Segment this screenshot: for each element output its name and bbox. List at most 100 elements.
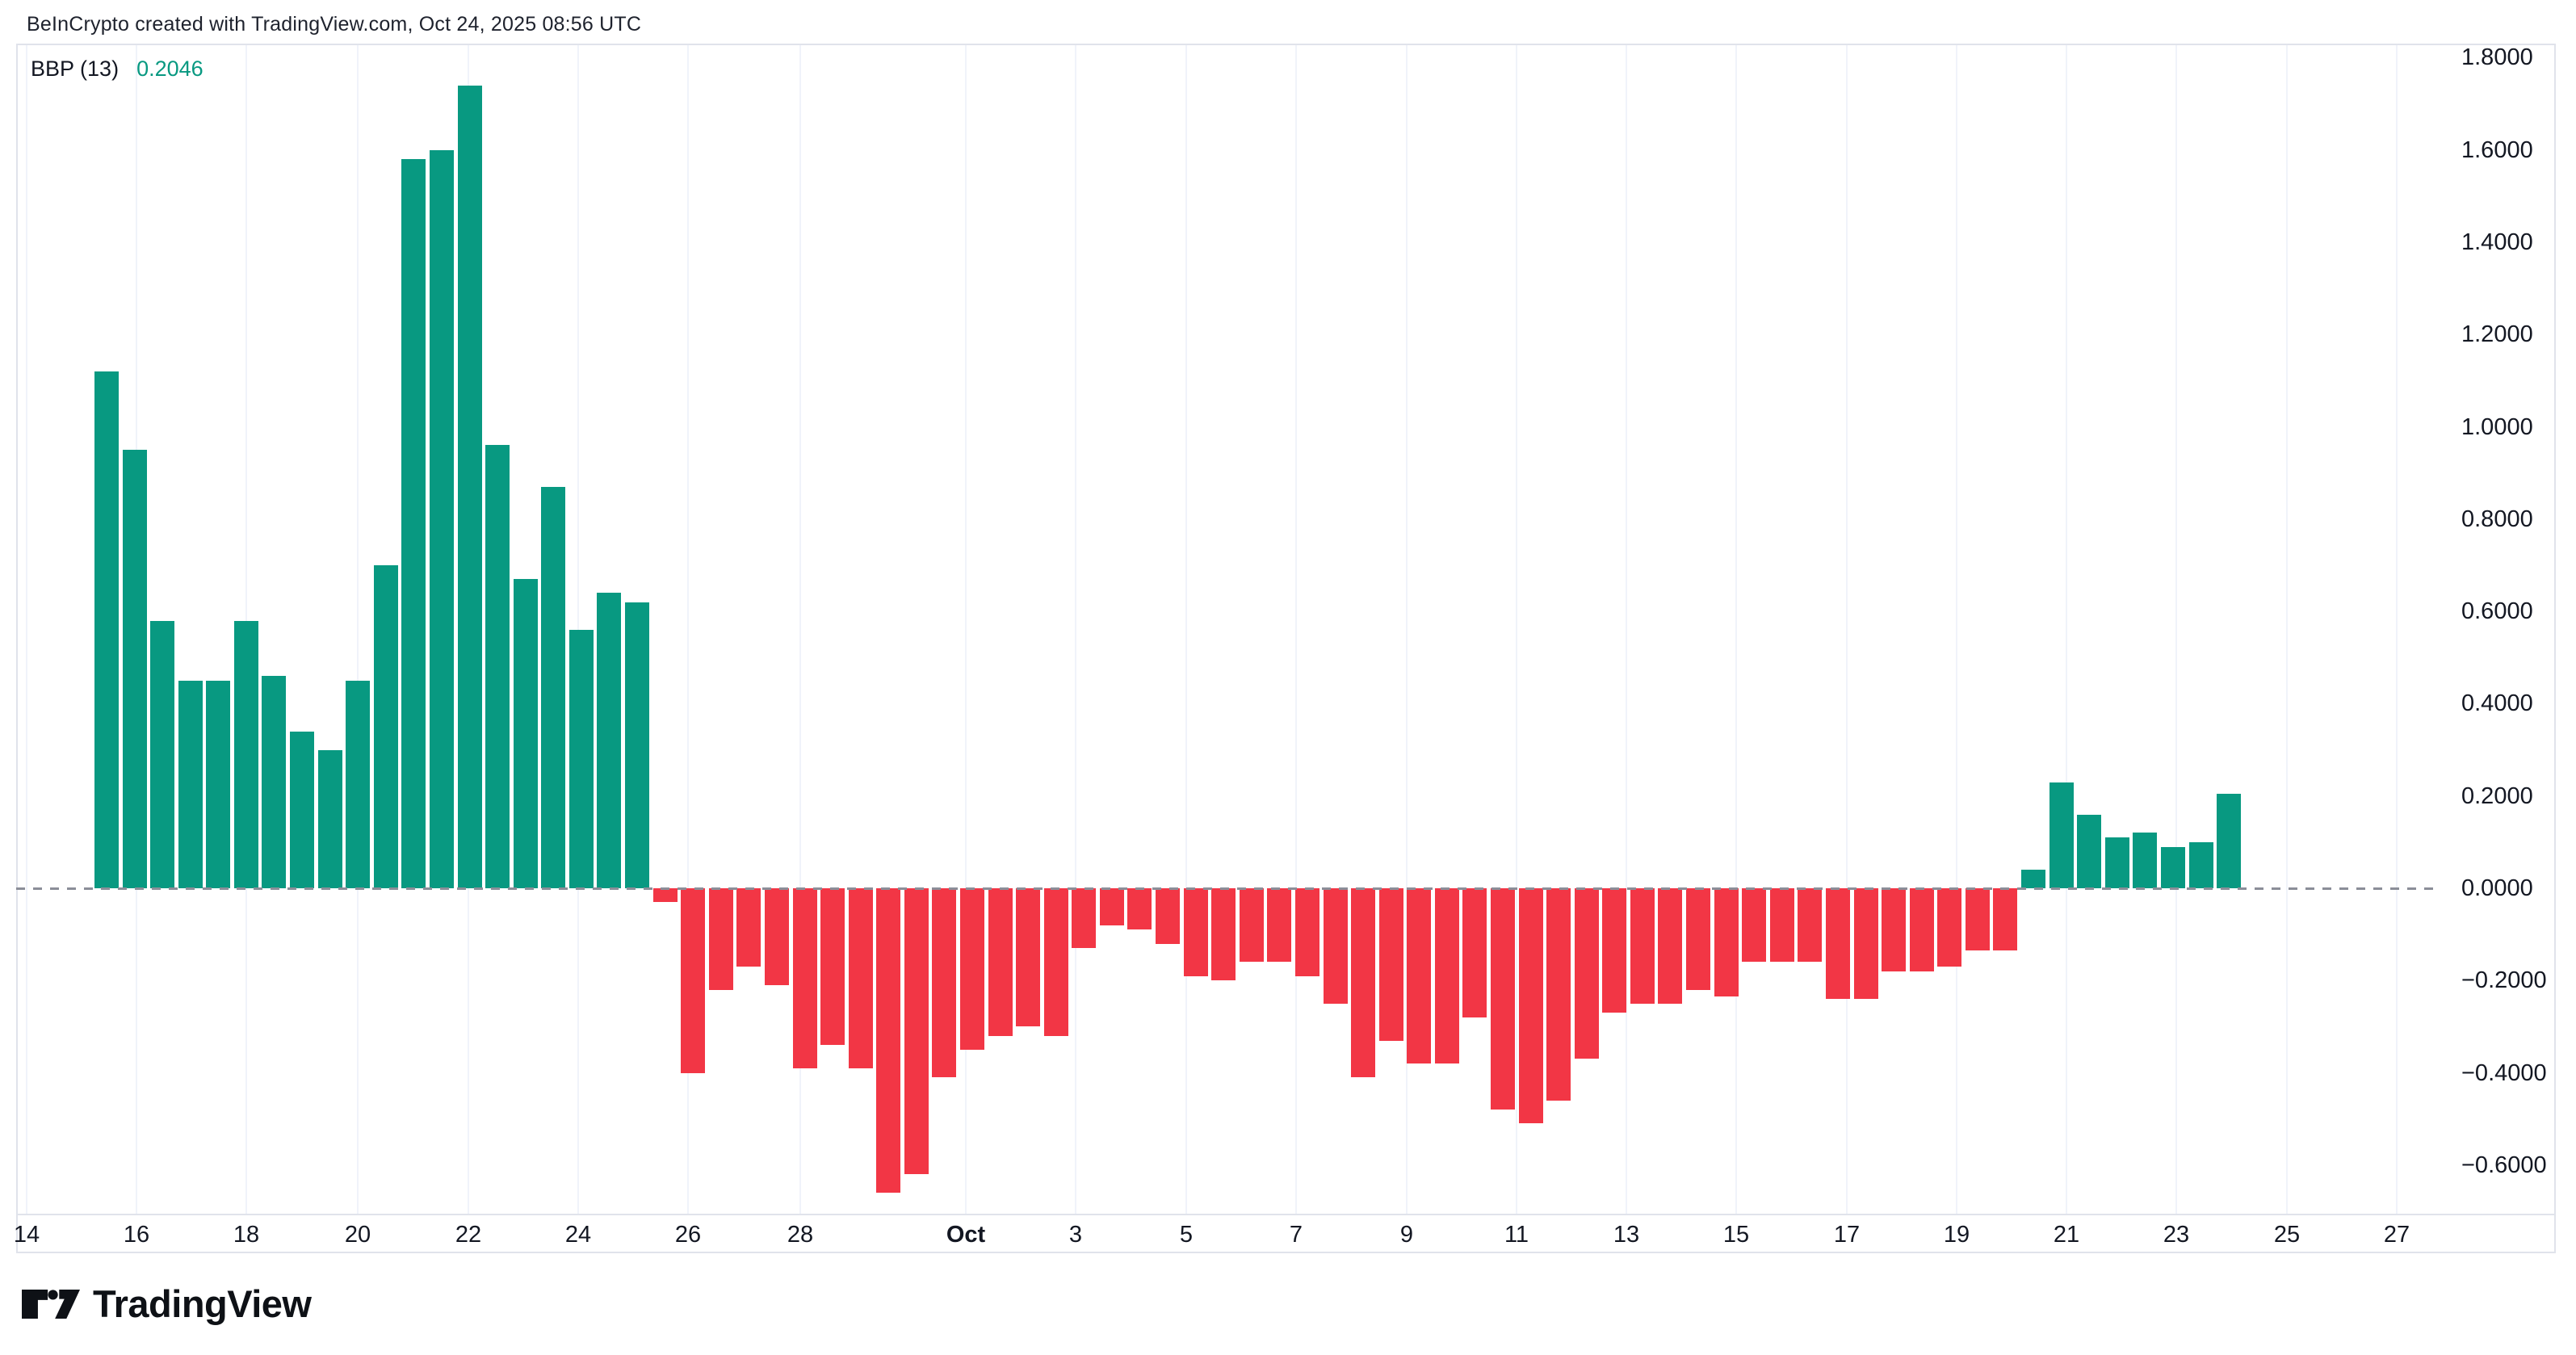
grid-line-vertical bbox=[357, 45, 359, 1214]
grid-line-vertical bbox=[1516, 45, 1517, 1214]
attribution-header: BeInCrypto created with TradingView.com,… bbox=[27, 13, 642, 36]
indicator-value: 0.2046 bbox=[136, 57, 203, 81]
grid-line-vertical bbox=[687, 45, 689, 1214]
histogram-bar bbox=[709, 888, 733, 990]
histogram-bar bbox=[597, 593, 621, 888]
histogram-bar bbox=[793, 888, 817, 1068]
histogram-bar bbox=[765, 888, 789, 985]
histogram-bar bbox=[1630, 888, 1655, 1004]
histogram-bar bbox=[1491, 888, 1515, 1110]
price-axis-label: −0.4000 bbox=[2461, 1060, 2547, 1086]
histogram-bar bbox=[94, 371, 119, 888]
histogram-bar bbox=[1519, 888, 1543, 1123]
grid-line-vertical bbox=[2175, 45, 2177, 1214]
histogram-bar bbox=[569, 630, 594, 888]
histogram-bar bbox=[401, 159, 426, 888]
histogram-bar bbox=[960, 888, 984, 1050]
time-axis-label: 11 bbox=[1504, 1222, 1529, 1248]
time-axis-label: 3 bbox=[1068, 1222, 1083, 1248]
histogram-bar bbox=[2049, 782, 2074, 888]
price-axis-label: 0.4000 bbox=[2461, 690, 2533, 716]
price-axis-label: 1.6000 bbox=[2461, 137, 2533, 163]
histogram-bar bbox=[1686, 888, 1710, 990]
time-axis-label: 28 bbox=[787, 1222, 814, 1248]
time-axis-label: 17 bbox=[1833, 1222, 1861, 1248]
histogram-bar bbox=[1910, 888, 1934, 971]
histogram-bar bbox=[2189, 842, 2213, 888]
time-axis-label: 23 bbox=[2163, 1222, 2190, 1248]
histogram-bar bbox=[625, 602, 649, 888]
price-axis-label: 0.6000 bbox=[2461, 598, 2533, 624]
histogram-bar bbox=[1966, 888, 1990, 950]
histogram-bar bbox=[1324, 888, 1348, 1004]
grid-line-vertical bbox=[1626, 45, 1627, 1214]
histogram-bar bbox=[1127, 888, 1152, 929]
time-axis-label: 13 bbox=[1613, 1222, 1640, 1248]
grid-line-vertical bbox=[965, 45, 967, 1214]
histogram-bar bbox=[1295, 888, 1319, 976]
indicator-legend: BBP (13) 0.2046 bbox=[31, 57, 203, 82]
time-axis-label: 9 bbox=[1399, 1222, 1414, 1248]
histogram-bar bbox=[1937, 888, 1961, 967]
histogram-bar bbox=[988, 888, 1013, 1036]
grid-line-vertical bbox=[577, 45, 579, 1214]
histogram-bar bbox=[1100, 888, 1124, 925]
histogram-bar bbox=[1240, 888, 1264, 962]
time-axis-label: 16 bbox=[123, 1222, 150, 1248]
grid-line-vertical bbox=[2396, 45, 2398, 1214]
histogram-bar bbox=[1882, 888, 1906, 971]
histogram-bar bbox=[2161, 847, 2185, 888]
histogram-bar bbox=[681, 888, 705, 1073]
time-axis-label: 27 bbox=[2383, 1222, 2410, 1248]
time-axis-label: 26 bbox=[674, 1222, 702, 1248]
histogram-bar bbox=[1351, 888, 1375, 1077]
histogram-bar bbox=[904, 888, 929, 1174]
histogram-bar bbox=[123, 450, 147, 888]
time-axis-label: 22 bbox=[455, 1222, 482, 1248]
histogram-bar bbox=[1742, 888, 1766, 962]
zero-line bbox=[16, 887, 2440, 890]
price-axis-label: 0.0000 bbox=[2461, 875, 2533, 901]
histogram-bar bbox=[1211, 888, 1236, 980]
price-axis-label: 1.2000 bbox=[2461, 321, 2533, 347]
histogram-bar bbox=[1714, 888, 1739, 996]
histogram-bar bbox=[1854, 888, 1878, 999]
price-axis-label: 1.4000 bbox=[2461, 229, 2533, 255]
histogram-bar bbox=[1016, 888, 1040, 1026]
grid-line-vertical bbox=[1956, 45, 1957, 1214]
histogram-bar bbox=[430, 150, 454, 888]
histogram-bar bbox=[736, 888, 761, 967]
price-axis-label: 0.8000 bbox=[2461, 506, 2533, 532]
histogram-bar bbox=[1575, 888, 1599, 1059]
histogram-bar bbox=[876, 888, 900, 1193]
grid-line-vertical bbox=[26, 45, 27, 1214]
histogram-bar bbox=[541, 487, 565, 888]
grid-line-vertical bbox=[799, 45, 801, 1214]
time-axis-label: 5 bbox=[1179, 1222, 1194, 1248]
histogram-bar bbox=[150, 621, 174, 888]
histogram-bar bbox=[1267, 888, 1291, 962]
histogram-bar bbox=[2105, 837, 2129, 888]
histogram-bar bbox=[178, 681, 203, 888]
histogram-bar bbox=[262, 676, 286, 888]
histogram-bar bbox=[1546, 888, 1571, 1101]
histogram-bar bbox=[849, 888, 873, 1068]
brand-name: TradingView bbox=[93, 1282, 312, 1325]
histogram-bar bbox=[1072, 888, 1096, 948]
histogram-bar bbox=[820, 888, 845, 1045]
histogram-bar bbox=[1826, 888, 1850, 999]
price-axis-label: 1.0000 bbox=[2461, 414, 2533, 440]
tradingview-watermark[interactable]: TradingView bbox=[22, 1280, 312, 1328]
time-axis-label: 25 bbox=[2273, 1222, 2301, 1248]
time-axis-label: 14 bbox=[13, 1222, 40, 1248]
grid-line-vertical bbox=[1406, 45, 1408, 1214]
grid-line-vertical bbox=[1185, 45, 1187, 1214]
histogram-bar bbox=[932, 888, 956, 1077]
price-axis-label: −0.2000 bbox=[2461, 967, 2547, 993]
grid-line-vertical bbox=[1075, 45, 1076, 1214]
histogram-bar bbox=[1044, 888, 1068, 1036]
histogram-bar bbox=[290, 732, 314, 888]
histogram-bar bbox=[1602, 888, 1626, 1013]
price-axis-label: 1.8000 bbox=[2461, 44, 2533, 70]
